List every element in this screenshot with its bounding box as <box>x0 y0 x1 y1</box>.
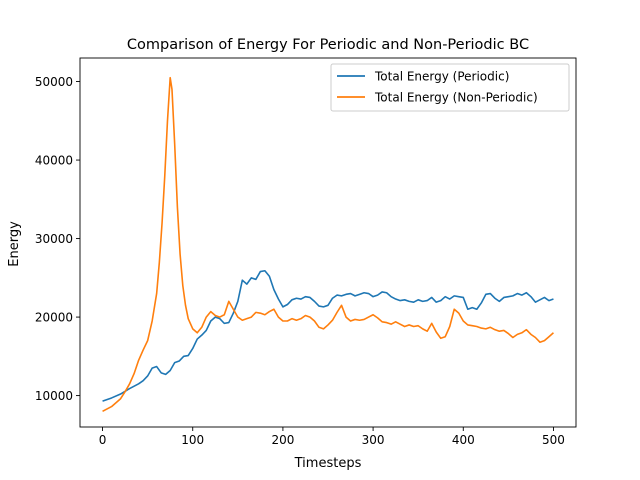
legend-label-1: Total Energy (Periodic) <box>374 70 509 84</box>
series-line-1 <box>102 269 554 402</box>
axes-frame <box>79 57 577 428</box>
axes: 0 100 200 300 400 500 10000 20000 30000 40000 5000… <box>35 57 577 447</box>
x-tick-label: 200 <box>271 433 294 447</box>
chart-title: Comparison of Energy For Periodic and No… <box>127 37 529 53</box>
x-tick-label: 300 <box>362 433 385 447</box>
y-tick-label: 10000 <box>35 389 73 403</box>
y-tick-label: 20000 <box>35 311 73 325</box>
x-tick-label: 400 <box>452 433 475 447</box>
x-axis-label: Timesteps <box>294 456 362 471</box>
y-tick-label: 40000 <box>35 154 73 168</box>
x-tick-label: 100 <box>181 433 204 447</box>
x-tick-label: 0 <box>99 433 107 447</box>
y-axis-label: Energy <box>7 221 22 267</box>
plot-area <box>102 76 554 413</box>
series-line-2 <box>102 76 554 413</box>
legend-label-2: Total Energy (Non-Periodic) <box>374 91 538 105</box>
y-tick-label: 50000 <box>35 75 73 89</box>
x-tick-label: 500 <box>542 433 565 447</box>
legend: Total Energy (Periodic) Total Energy (Non… <box>330 63 570 112</box>
y-tick-label: 30000 <box>35 232 73 246</box>
legend-box <box>330 63 570 112</box>
